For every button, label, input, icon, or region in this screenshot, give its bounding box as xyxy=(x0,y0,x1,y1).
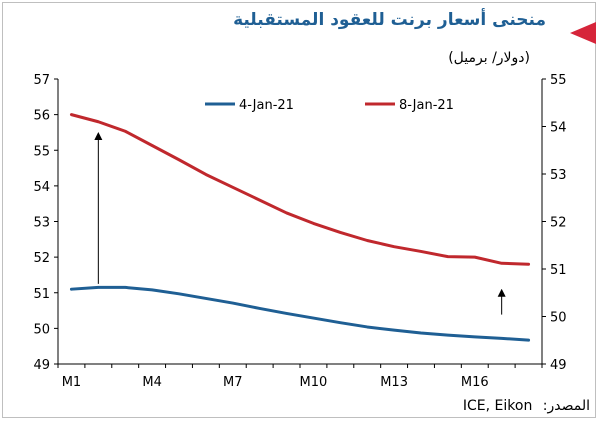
x-axis-tick-label: M16 xyxy=(461,375,489,390)
right-axis-tick-label: 53 xyxy=(550,168,567,183)
source-value: ICE, Eikon xyxy=(462,398,533,414)
left-axis-tick-label: 53 xyxy=(33,216,50,231)
left-axis-tick-label: 50 xyxy=(33,322,50,337)
right-axis-tick-label: 52 xyxy=(550,216,567,231)
right-axis-tick-label: 50 xyxy=(550,311,567,326)
legend-label: 8-Jan-21 xyxy=(399,98,454,113)
x-axis-tick-label: M4 xyxy=(142,375,162,390)
right-axis-tick-label: 54 xyxy=(550,121,567,136)
right-axis-tick-label: 51 xyxy=(550,263,567,278)
chart-subtitle: (دولار/ برميل) xyxy=(448,50,530,66)
series-line-blue xyxy=(69,285,531,342)
right-axis-tick-label: 55 xyxy=(550,73,567,88)
series-line-red xyxy=(69,113,531,266)
left-axis-tick-label: 51 xyxy=(33,287,50,302)
x-axis-tick-label: M1 xyxy=(62,375,82,390)
left-axis-tick-label: 49 xyxy=(33,358,50,373)
left-axis-tick-label: 52 xyxy=(33,251,50,266)
left-axis-tick-label: 54 xyxy=(33,180,50,195)
left-axis-tick-label: 56 xyxy=(33,109,50,124)
source-label: المصدر: xyxy=(542,398,590,414)
x-axis-tick-label: M13 xyxy=(380,375,408,390)
legend-label: 4-Jan-21 xyxy=(239,98,294,113)
x-axis-tick-label: M7 xyxy=(223,375,243,390)
accent-triangle-icon xyxy=(570,22,596,44)
chart-title: منحنى أسعار برنت للعقود المستقبلية xyxy=(233,10,546,30)
right-axis-tick-label: 49 xyxy=(550,358,567,373)
left-axis-tick-label: 57 xyxy=(33,73,50,88)
left-axis-tick-label: 55 xyxy=(33,144,50,159)
x-axis-tick-label: M10 xyxy=(300,375,328,390)
source-note: المصدر: ICE, Eikon xyxy=(463,398,590,414)
chart-frame xyxy=(2,2,596,418)
